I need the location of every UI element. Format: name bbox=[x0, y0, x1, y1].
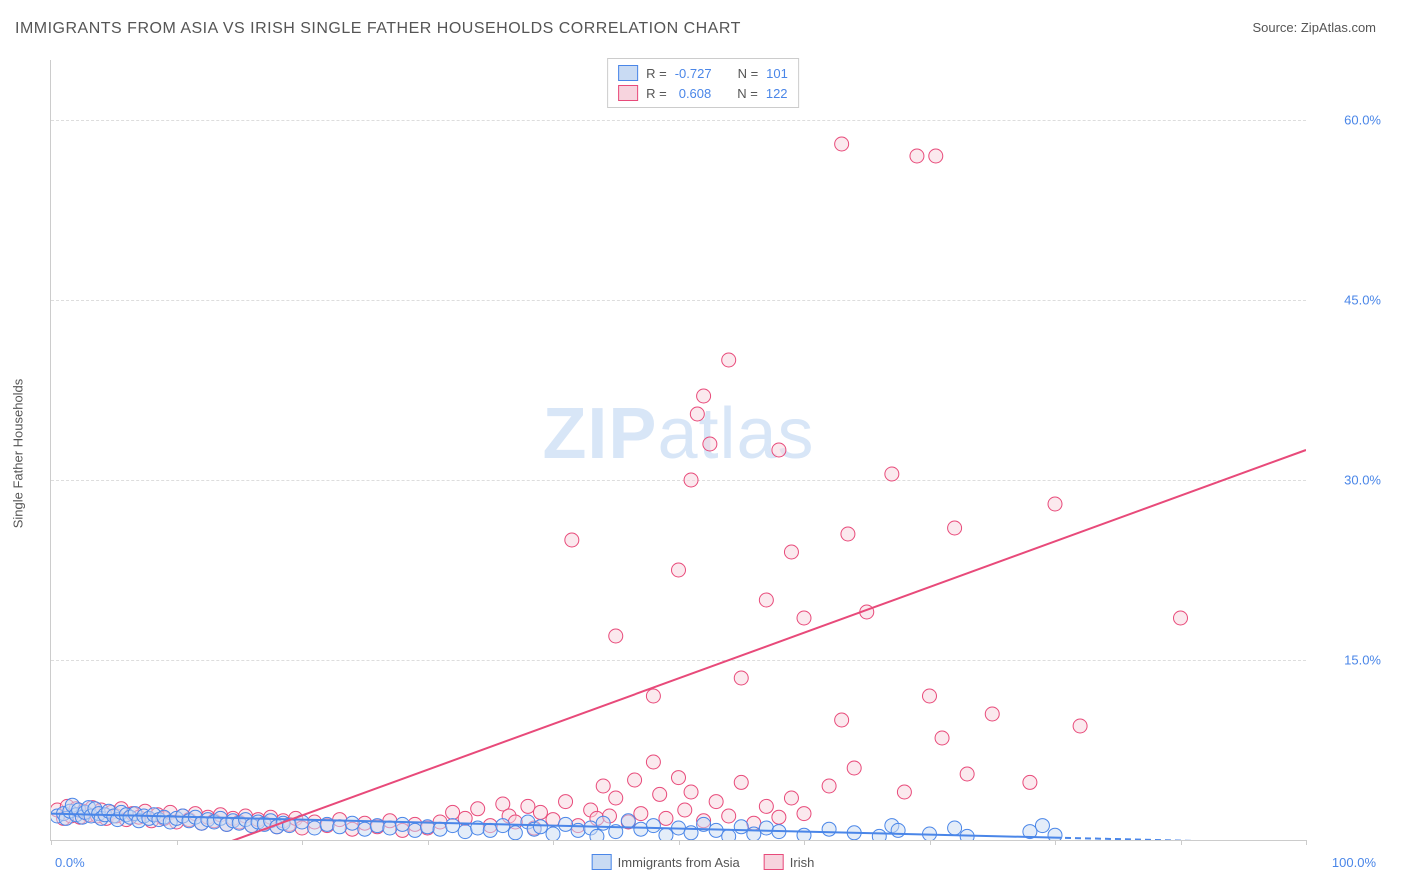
n-value-series2: 122 bbox=[766, 86, 788, 101]
x-tick bbox=[51, 840, 52, 845]
y-tick-label: 60.0% bbox=[1344, 113, 1381, 128]
chart-title: IMMIGRANTS FROM ASIA VS IRISH SINGLE FAT… bbox=[15, 20, 741, 38]
series1-label: Immigrants from Asia bbox=[618, 855, 740, 870]
legend-row-series1: R = -0.727 N = 101 bbox=[618, 63, 788, 83]
x-tick bbox=[428, 840, 429, 845]
source-attribution: Source: ZipAtlas.com bbox=[1252, 20, 1376, 35]
legend-row-series2: R = 0.608 N = 122 bbox=[618, 83, 788, 103]
n-label: N = bbox=[738, 66, 759, 81]
r-value-series1: -0.727 bbox=[675, 66, 712, 81]
x-tick bbox=[1055, 840, 1056, 845]
r-label: R = bbox=[646, 86, 667, 101]
x-axis-legend: Immigrants from Asia Irish bbox=[592, 854, 815, 870]
swatch-series1-icon bbox=[618, 65, 638, 81]
swatch-series2-icon bbox=[618, 85, 638, 101]
x-tick bbox=[553, 840, 554, 845]
xlegend-item-series1: Immigrants from Asia bbox=[592, 854, 740, 870]
series2-label: Irish bbox=[790, 855, 815, 870]
swatch-series1-icon bbox=[592, 854, 612, 870]
xlegend-item-series2: Irish bbox=[764, 854, 815, 870]
scatter-plot-area: ZIPatlas bbox=[50, 60, 1306, 841]
x-tick bbox=[679, 840, 680, 845]
x-tick bbox=[930, 840, 931, 845]
y-tick-label: 15.0% bbox=[1344, 653, 1381, 668]
x-axis-min-label: 0.0% bbox=[55, 855, 85, 870]
y-tick-label: 30.0% bbox=[1344, 473, 1381, 488]
y-axis-label: Single Father Households bbox=[11, 379, 26, 529]
x-tick bbox=[302, 840, 303, 845]
r-value-series2: 0.608 bbox=[675, 86, 712, 101]
x-tick bbox=[1306, 840, 1307, 845]
x-tick bbox=[177, 840, 178, 845]
y-tick-label: 45.0% bbox=[1344, 293, 1381, 308]
chart-svg bbox=[51, 60, 1306, 840]
n-label: N = bbox=[737, 86, 758, 101]
correlation-legend: R = -0.727 N = 101 R = 0.608 N = 122 bbox=[607, 58, 799, 108]
x-tick bbox=[804, 840, 805, 845]
n-value-series1: 101 bbox=[766, 66, 788, 81]
swatch-series2-icon bbox=[764, 854, 784, 870]
r-label: R = bbox=[646, 66, 667, 81]
x-axis-max-label: 100.0% bbox=[1332, 855, 1376, 870]
x-tick bbox=[1181, 840, 1182, 845]
